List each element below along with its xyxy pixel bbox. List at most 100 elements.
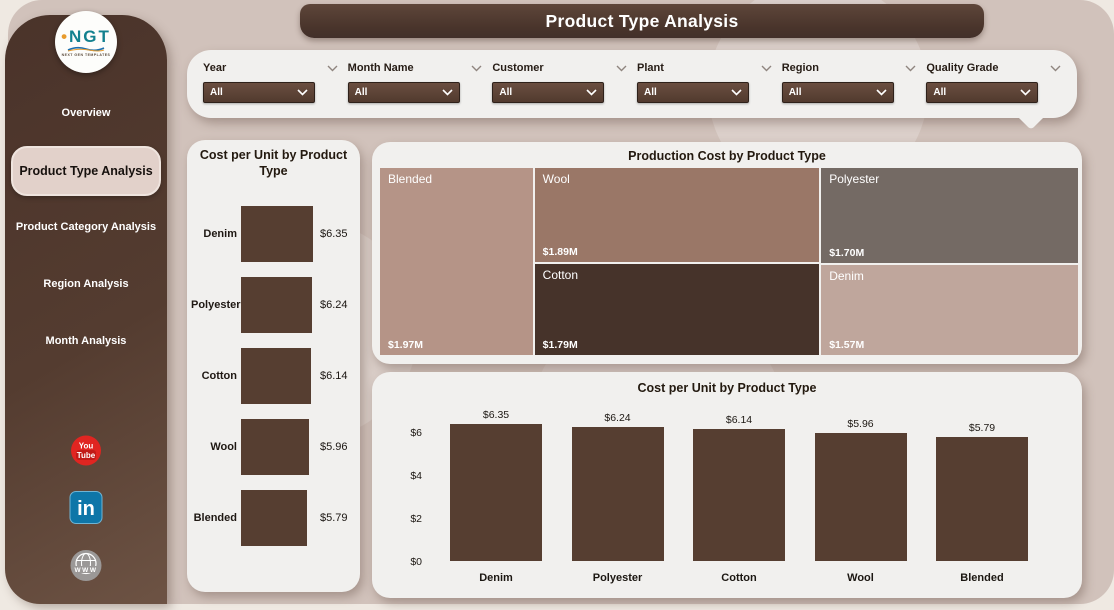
sidebar-item-product-category-analysis[interactable]: Product Category Analysis [15,221,157,233]
chevron-down-icon [876,89,887,96]
x-axis-category: Polyester [592,572,643,584]
vbar-polyester[interactable] [571,426,664,561]
filter-dropdown[interactable]: All [637,82,750,103]
hbar-category-label: Blended [193,512,237,524]
vbar-value-label: $5.96 [847,417,874,430]
vbar-group-denim: $6.35 [450,409,542,561]
y-axis-tick: $6 [410,427,422,439]
x-axis-category: Wool [847,572,874,584]
hbar-denim[interactable] [241,206,313,262]
sidebar-item-month-analysis[interactable]: Month Analysis [45,335,127,347]
hbar-blended[interactable] [241,490,307,546]
filter-dropdown[interactable]: All [926,82,1039,103]
filter-dropdown[interactable]: All [347,82,460,103]
sidebar: •NGT NEXT GEN TEMPLATES Overview Product… [5,11,167,604]
vbar-value-label: $6.24 [604,411,631,424]
hbar-value-label: $5.79 [320,512,348,524]
vbar-cotton[interactable] [693,429,785,561]
chevron-down-icon [586,89,597,96]
linkedin-icon[interactable]: in [69,491,103,529]
chart-title: Cost per Unit by Product Type [637,381,817,395]
filter-year: Year All [203,60,338,118]
hbar-cotton[interactable] [241,348,311,404]
treemap-tile-polyester[interactable]: Polyester $1.70M [821,168,1078,264]
chevron-down-icon [297,89,308,96]
dropdown-value: All [788,87,802,98]
ngt-logo: •NGT NEXT GEN TEMPLATES [55,11,117,73]
filter-dropdown[interactable]: All [203,82,315,103]
treemap-column: Wool $1.89M Cotton $1.79M [534,168,820,355]
hbar-rows: Denim $6.35 Polyester $6.24 Cotton $6.14… [191,206,356,561]
chevron-down-icon[interactable] [905,65,916,72]
x-axis-category: Blended [960,572,1004,584]
hbar-polyester[interactable] [241,277,312,333]
logo-text: •NGT [61,26,111,46]
chevron-down-icon[interactable] [327,65,338,72]
logo-subtext: NEXT GEN TEMPLATES [61,52,111,57]
filter-label: Customer [492,62,544,74]
filter-quality-grade: Quality Grade All [926,60,1061,118]
tile-value: $1.70M [829,247,865,260]
vbar-wool[interactable] [814,432,907,561]
tile-value: $1.57M [829,339,865,351]
treemap-tile-wool[interactable]: Wool $1.89M [534,168,820,263]
filter-customer: Customer All [492,60,627,118]
chart-title: Production Cost by Product Type [628,149,826,163]
dropdown-value: All [210,87,223,98]
production-cost-treemap-card: Production Cost by Product Type Blended … [372,142,1082,364]
cost-per-unit-side-chart: Cost per Unit by Product Type Denim $6.3… [187,140,360,592]
chevron-down-icon[interactable] [471,65,482,72]
chart-title: Cost per Unit by Product Type [199,148,348,178]
treemap-tile-blended[interactable]: Blended $1.97M [380,168,533,355]
x-axis-category: Cotton [721,572,757,584]
hbar-category-label: Cotton [201,370,237,382]
chevron-down-icon [1020,89,1031,96]
filter-month-name: Month Name All [347,60,483,118]
treemap-tile-cotton[interactable]: Cotton $1.79M [534,264,820,355]
hbar-value-label: $6.35 [320,228,348,240]
vbar-denim[interactable] [450,424,542,561]
treemap: Blended $1.97M Wool $1.89M Cotton $1.79M… [380,168,1078,355]
vbar-group-polyester: $6.24 [571,411,664,561]
hbar-value-label: $6.24 [320,299,348,311]
youtube-icon[interactable]: You Tube [71,435,102,471]
sidebar-item-overview[interactable]: Overview [61,107,111,119]
filter-plant: Plant All [637,60,772,118]
filter-bar: Year All Month Name All Customer [187,50,1077,130]
svg-text:WWW: WWW [75,567,98,574]
vbar-value-label: $6.35 [482,409,510,422]
vbar-value-label: $6.14 [725,414,753,426]
dropdown-value: All [354,87,368,98]
tile-value: $1.89M [542,246,578,259]
hbar-wool[interactable] [241,419,309,475]
filter-label: Year [203,62,227,74]
filter-dropdown[interactable]: All [781,82,894,103]
cost-per-unit-bar-chart-card: Cost per Unit by Product Type $6 $4 $2 $… [372,372,1082,598]
y-axis-tick: $4 [410,470,422,482]
chevron-down-icon[interactable] [1050,65,1061,72]
vbar-blended[interactable] [936,436,1028,561]
vbar-group-wool: $5.96 [814,417,907,561]
svg-text:in: in [77,498,95,520]
sidebar-item-region-analysis[interactable]: Region Analysis [43,278,129,290]
dropdown-value: All [644,87,657,98]
x-axis-category: Denim [479,572,513,584]
dropdown-value: All [499,87,513,98]
treemap-tile-denim[interactable]: Denim $1.57M [821,265,1078,355]
svg-text:Tube: Tube [77,451,96,460]
hbar-row-blended: Blended $5.79 [191,490,356,546]
treemap-column: Polyester $1.70M Denim $1.57M [821,168,1078,355]
hbar-category-label: Wool [210,441,237,453]
website-globe-icon[interactable]: WWW [70,550,102,587]
filter-dropdown[interactable]: All [492,82,605,103]
chevron-down-icon [731,89,742,96]
sidebar-item-product-type-analysis[interactable]: Product Type Analysis [11,146,161,196]
tile-value: $1.79M [542,339,578,351]
tile-name: Cotton [542,268,579,283]
chevron-down-icon[interactable] [761,65,772,72]
chevron-down-icon[interactable] [616,65,627,72]
filter-label: Region [781,62,819,74]
y-axis: $6 $4 $2 $0 [386,408,430,568]
chevron-down-icon [442,89,453,96]
dropdown-value: All [933,87,947,98]
